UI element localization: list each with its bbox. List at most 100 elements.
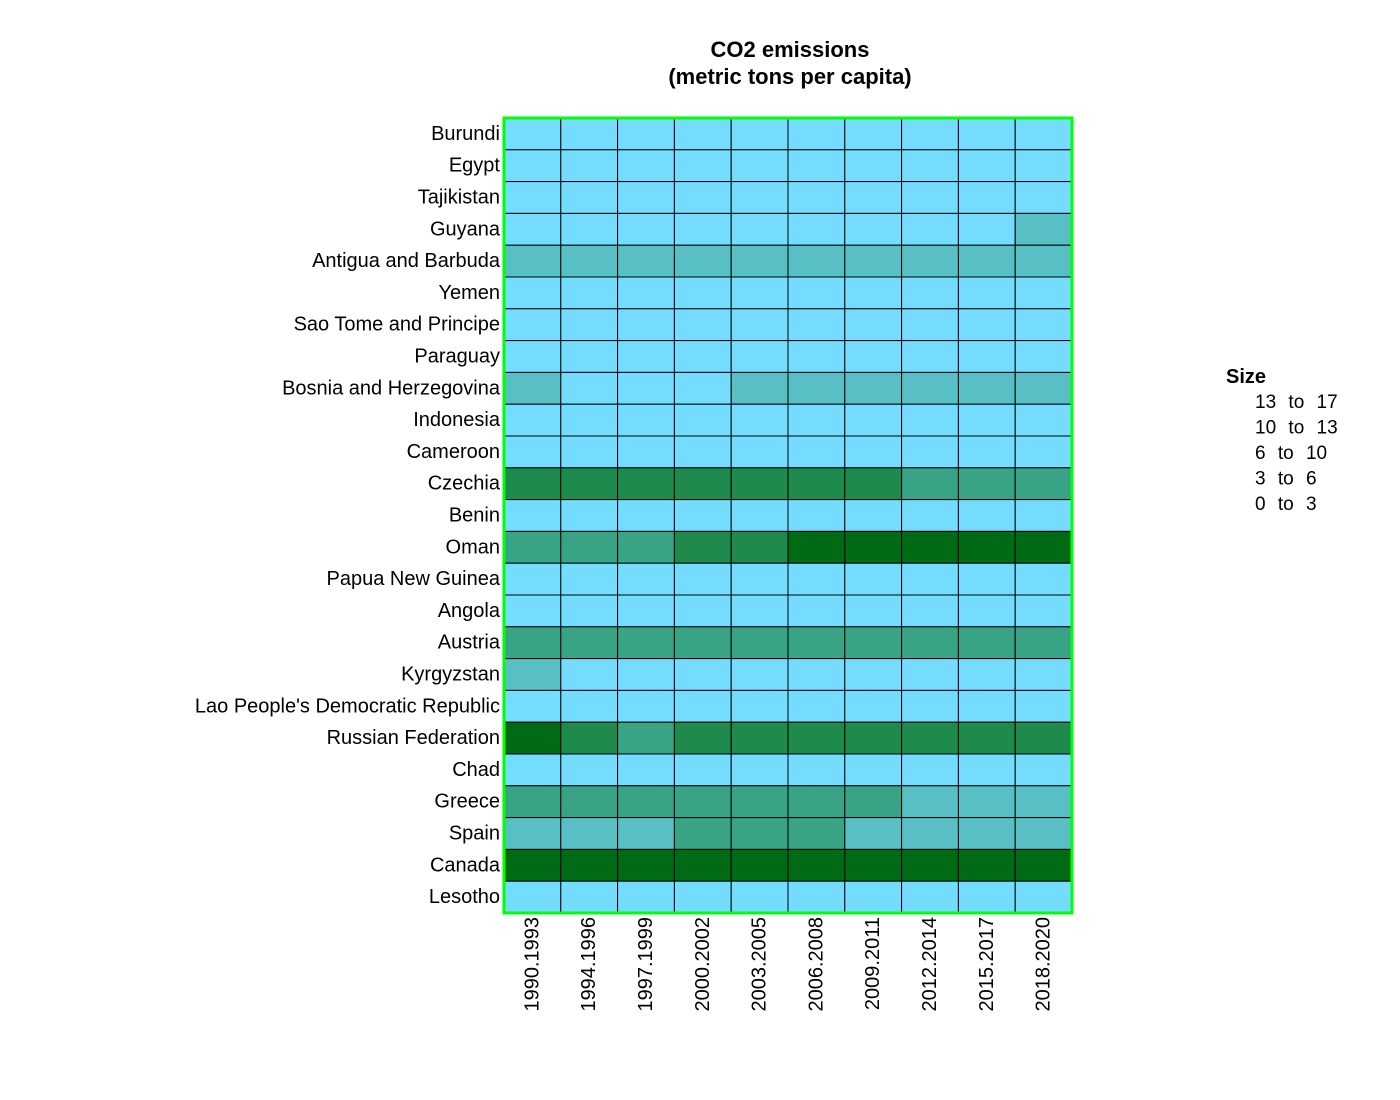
heatmap-cell [787,689,846,723]
heatmap-cell [957,308,1016,342]
heatmap-cell [673,785,732,819]
heatmap-cell [901,880,959,914]
heatmap-cell [617,340,675,373]
heatmap-cell [617,594,675,628]
row-label: Czechia [428,473,501,495]
heatmap-cell [957,340,1016,373]
heatmap-cell [901,626,959,660]
plot-border [502,116,1074,915]
heatmap-cell [901,689,959,723]
column-label: 2012.2014 [919,917,941,1012]
legend-item: 6 to 10 [1255,443,1327,464]
heatmap-cell [957,371,1016,405]
heatmap-cell [730,689,789,723]
row-label: Lao People's Democratic Republic [195,695,500,717]
heatmap-cell [730,848,789,882]
heatmap-cell [503,594,562,628]
heatmap-cell [957,403,1016,437]
row-label: Egypt [449,155,501,177]
heatmap-cell [844,181,903,214]
heatmap-cell [617,562,675,596]
heatmap-cell [844,371,903,405]
heatmap-cell [730,880,789,914]
heatmap-cell [730,499,789,532]
heatmap-cell [503,308,562,342]
heatmap-cell [844,308,903,342]
heatmap-cell [1014,689,1073,723]
heatmap-cell [1014,403,1073,437]
heatmap-cell [560,721,619,755]
heatmap-cell [957,181,1016,214]
heatmap-cell [503,340,562,373]
heatmap-cell [673,880,732,914]
heatmap-cell [730,117,789,151]
row-label: Indonesia [413,409,501,431]
heatmap-cell [957,817,1016,850]
row-label: Greece [434,791,500,813]
heatmap-cell [957,467,1016,501]
heatmap-cell [503,499,562,532]
heatmap-cell [560,530,619,564]
heatmap-cell [560,308,619,342]
heatmap-cell [787,435,846,469]
heatmap-cell [560,848,619,882]
heatmap-cell [617,403,675,437]
heatmap-cell [560,626,619,660]
heatmap-cell [844,753,903,787]
heatmap-cell [730,308,789,342]
heatmap-cell [1014,117,1073,151]
heatmap-cell [730,276,789,310]
heatmap-cell [730,371,789,405]
legend-items: 13 to 17 10 to 13 6 to 10 3 to 6 0 to 3 [1255,392,1338,515]
heatmap-cell [560,212,619,246]
heatmap-cell [901,435,959,469]
heatmap-cell [673,689,732,723]
heatmap-cell [787,308,846,342]
row-label: Bosnia and Herzegovina [282,377,501,399]
chart-title-line-2: (metric tons per capita) [668,64,911,89]
heatmap-cell [730,562,789,596]
heatmap-cell [787,276,846,310]
heatmap-cell [503,880,562,914]
heatmap-cell [617,181,675,214]
legend-title: Size [1226,366,1266,388]
heatmap-cell [901,117,959,151]
heatmap-cell [730,403,789,437]
column-label: 2015.2017 [976,917,998,1012]
heatmap-cell [617,244,675,278]
heatmap-cell [673,817,732,850]
heatmap-cell [560,562,619,596]
heatmap-cell [787,658,846,691]
heatmap-cell [957,276,1016,310]
heatmap-cell [787,785,846,819]
row-label: Antigua and Barbuda [312,250,501,272]
heatmap-cell [901,499,959,532]
heatmap-cell [787,626,846,660]
heatmap-cell [787,371,846,405]
heatmap-cell [730,212,789,246]
heatmap-cell [503,626,562,660]
heatmap-cell [901,340,959,373]
column-label: 2009.2011 [862,917,884,1010]
heatmap-cell [1014,467,1073,501]
heatmap-cell [617,848,675,882]
heatmap-cell [901,403,959,437]
heatmap-cell [503,276,562,310]
heatmap-cell [503,435,562,469]
heatmap-cell [617,753,675,787]
legend-item: 10 to 13 [1255,418,1338,439]
heatmap-cell [901,753,959,787]
heatmap-cell [560,785,619,819]
heatmap-cell [787,817,846,850]
heatmap-cell [787,403,846,437]
heatmap-cell [560,244,619,278]
heatmap-cell [1014,181,1073,214]
row-label: Yemen [438,282,500,304]
heatmap-cell [503,181,562,214]
heatmap-cell [503,403,562,437]
heatmap-cell [787,212,846,246]
row-label: Burundi [431,123,500,145]
heatmap-cell [1014,149,1073,183]
heatmap-cell [1014,435,1073,469]
row-label: Cameroon [407,441,500,463]
